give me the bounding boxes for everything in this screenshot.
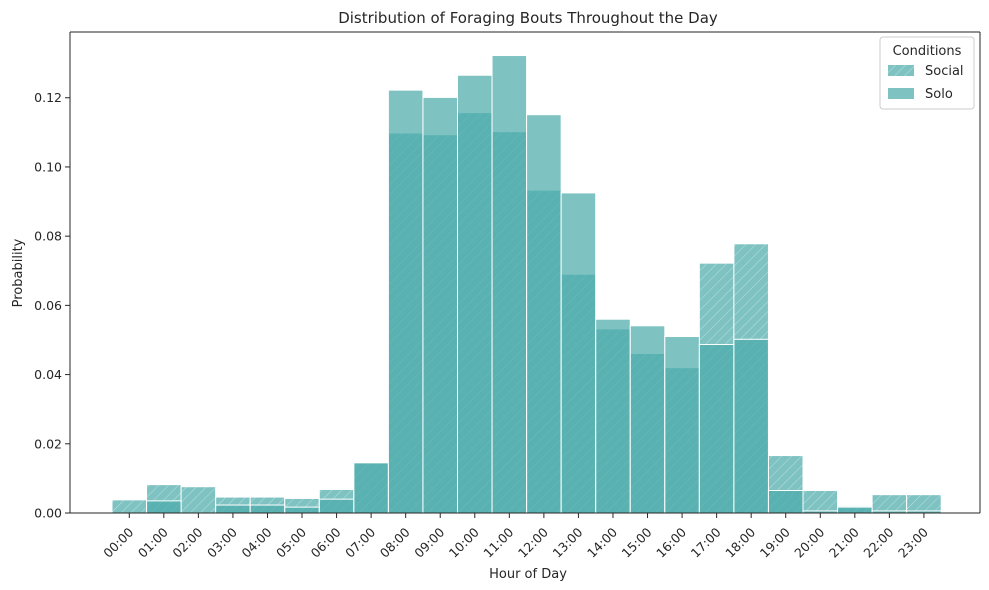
bar-solo [353,462,389,514]
y-tick-label: 0.08 [34,229,62,244]
bar-solo [146,500,182,514]
x-tick-label: 18:00 [722,524,758,560]
bar-solo [215,504,251,514]
x-tick-label: 01:00 [135,524,171,560]
x-tick-label: 14:00 [584,524,620,560]
bar-solo [629,325,666,514]
plot-area: 0.00 0.02 0.04 0.06 0.08 0.10 0.12 00:0001:0002… [34,31,981,561]
bar-social-hatch [906,494,942,513]
x-tick-label: 16:00 [653,524,689,560]
bar-solo [387,89,424,514]
chart-title: Distribution of Foraging Bouts Throughou… [338,9,718,27]
bar-social-hatch [803,490,838,513]
bar-social-hatch [112,499,147,513]
bar-solo [560,192,597,514]
bar-solo [318,498,355,514]
y-tick-label: 0.06 [34,298,62,313]
bar-solo [595,318,631,514]
x-tick-label: 05:00 [273,524,309,560]
legend-label-solo: Solo [925,87,953,102]
y-axis-label: Probability [11,238,26,307]
x-tick-label: 21:00 [826,524,862,560]
legend-title: Conditions [893,44,962,59]
y-tick-label: 0.02 [34,436,62,451]
x-tick-label: 15:00 [619,524,655,560]
x-tick-label: 02:00 [169,524,205,560]
x-tick-label: 12:00 [515,524,551,560]
y-tick-label: 0.12 [34,90,62,105]
x-tick-label: 20:00 [791,524,827,560]
y-tick-label: 0.04 [34,367,62,382]
bar-social-hatch [181,486,216,513]
bar-solo [249,504,286,514]
bar-solo [526,114,562,514]
x-tick-label: 22:00 [860,524,896,560]
x-tick-label: 08:00 [377,524,413,560]
x-tick-label: 09:00 [411,524,447,560]
bar-solo [457,74,493,514]
bar-solo [733,338,769,514]
x-tick-label: 17:00 [688,524,724,560]
bar-social-hatch [872,494,907,513]
bar-solo [284,506,320,514]
bar-solo [491,55,528,514]
y-tick-label: 0.00 [34,506,62,521]
bar-solo [422,96,459,514]
x-tick-label: 00:00 [100,524,136,560]
x-tick-label: 23:00 [895,524,931,560]
legend-swatch-solo [888,88,914,99]
x-tick-label: 13:00 [549,524,585,560]
x-tick-label: 06:00 [308,524,344,560]
x-tick-label: 11:00 [480,524,516,560]
legend-swatch-social-hatch [888,65,914,76]
x-axis-label: Hour of Day [489,567,567,582]
x-tick-label: 04:00 [239,524,275,560]
bar-solo [767,490,804,514]
bar-solo [837,506,873,514]
bar-solo [664,336,700,514]
x-tick-label: 19:00 [757,524,793,560]
x-tick-label: 07:00 [342,524,378,560]
y-tick-label: 0.10 [34,159,62,174]
legend: Conditions Social Solo [879,36,975,110]
x-tick-label: 03:00 [204,524,240,560]
legend-label-social: Social [925,64,964,79]
x-tick-label: 10:00 [446,524,482,560]
bar-solo [698,343,735,514]
